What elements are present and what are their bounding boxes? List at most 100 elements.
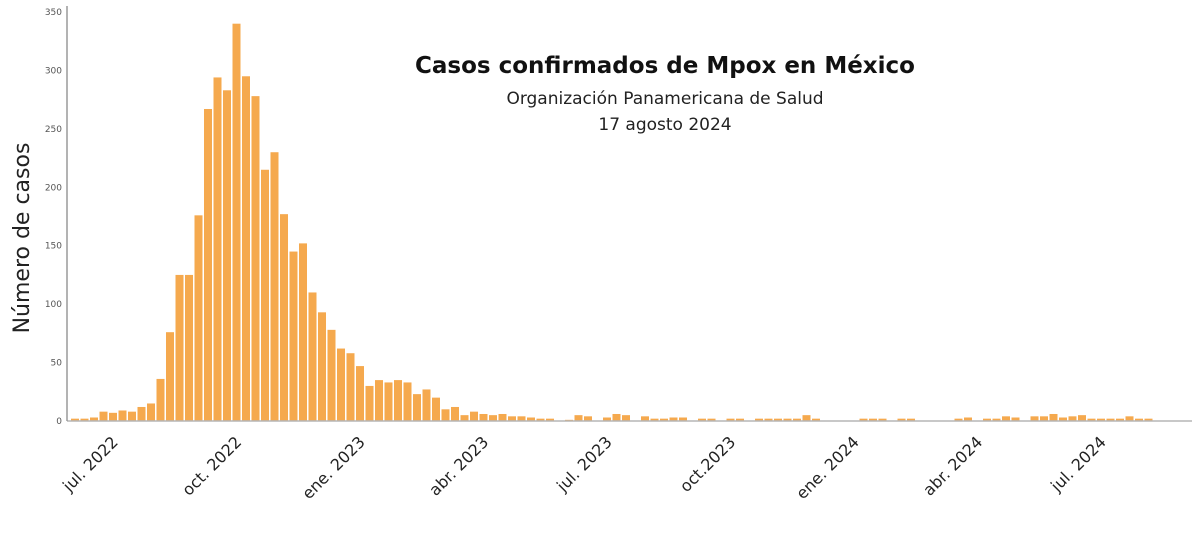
bar	[764, 418, 773, 421]
bar	[669, 417, 678, 421]
bar	[802, 415, 811, 421]
x-tick-label: oct.2023	[676, 432, 739, 495]
bar	[859, 418, 868, 421]
bar	[1078, 415, 1086, 421]
y-tick-label: 300	[45, 66, 62, 76]
bar	[137, 406, 146, 421]
bar	[869, 418, 877, 421]
bar	[479, 413, 488, 421]
y-axis-ticks: 0 50 100 150 200 250 300 350	[45, 8, 62, 427]
bar	[147, 403, 155, 421]
bar	[1059, 417, 1067, 421]
bar	[432, 397, 440, 421]
bar	[413, 394, 421, 421]
bar	[90, 417, 98, 421]
chart-date: 17 agosto 2024	[598, 115, 731, 135]
bar	[641, 416, 649, 421]
bar	[270, 152, 279, 421]
bar	[878, 418, 887, 421]
x-tick-label: jul. 2023	[552, 432, 616, 496]
bar	[783, 418, 792, 421]
bar	[964, 417, 972, 421]
bar	[1002, 416, 1010, 421]
bar	[1087, 418, 1096, 421]
bar	[204, 108, 212, 422]
bar	[223, 90, 231, 422]
bar	[299, 243, 307, 421]
x-tick-label: jul. 2022	[58, 432, 122, 496]
bar	[327, 329, 336, 421]
bar	[460, 415, 469, 421]
bar	[166, 332, 174, 421]
bar	[907, 418, 915, 421]
bar	[118, 410, 127, 421]
chart-subtitle: Organización Panamericana de Salud	[506, 89, 823, 109]
x-tick-label: jul. 2024	[1046, 432, 1110, 496]
bar	[1068, 416, 1077, 421]
bar	[1049, 413, 1058, 421]
bar	[622, 415, 630, 421]
bar	[527, 417, 535, 421]
y-axis-label: Número de casos	[10, 143, 35, 334]
bar	[1125, 416, 1134, 421]
x-tick-label: ene. 2023	[298, 432, 369, 503]
bar	[897, 418, 906, 421]
bar	[1097, 418, 1105, 421]
bar	[726, 418, 735, 421]
bar	[441, 409, 450, 421]
bar	[451, 406, 459, 421]
bar	[375, 380, 383, 421]
y-tick-label: 350	[45, 8, 62, 18]
bar	[612, 413, 621, 421]
bar	[128, 411, 136, 421]
bar	[812, 418, 820, 421]
bar	[650, 418, 659, 421]
y-tick-label: 250	[45, 125, 62, 135]
x-tick-label: abr. 2024	[919, 432, 986, 499]
chart-title: Casos confirmados de Mpox en México	[415, 53, 915, 79]
bar	[213, 77, 222, 421]
x-tick-label: oct. 2022	[178, 432, 245, 499]
x-tick-label: abr. 2023	[425, 432, 492, 499]
bar	[793, 418, 801, 421]
bar	[584, 416, 592, 421]
x-tick-label: ene. 2024	[792, 432, 863, 503]
bar	[1106, 418, 1115, 421]
bar	[384, 382, 393, 421]
bar	[337, 348, 345, 421]
bar	[99, 411, 108, 421]
bar	[546, 418, 554, 421]
bar	[755, 418, 763, 421]
y-tick-label: 0	[56, 417, 62, 427]
y-tick-label: 100	[45, 300, 62, 310]
bar	[289, 251, 298, 421]
bar	[194, 215, 203, 421]
bar	[232, 23, 241, 421]
bar	[1135, 418, 1143, 421]
bar	[954, 418, 963, 421]
bar	[346, 353, 355, 421]
bar	[356, 366, 364, 421]
bar	[489, 415, 497, 421]
y-tick-label: 150	[45, 242, 62, 252]
bar	[536, 418, 545, 421]
bar	[308, 292, 317, 421]
bar	[422, 389, 431, 421]
bar	[1144, 418, 1153, 421]
x-axis-ticks: jul. 2022 oct. 2022 ene. 2023 abr. 2023 jul.…	[58, 432, 1110, 503]
bar	[1030, 416, 1039, 421]
bar	[774, 418, 782, 421]
bar	[574, 415, 583, 421]
bar	[517, 416, 526, 421]
bar	[365, 385, 374, 421]
bar	[71, 418, 79, 421]
bar	[280, 214, 288, 421]
bar	[80, 418, 89, 421]
y-tick-label: 200	[45, 183, 62, 193]
bar	[156, 378, 165, 421]
bar	[109, 412, 117, 421]
bar	[1116, 418, 1124, 421]
bar	[261, 169, 269, 421]
bar	[983, 418, 991, 421]
